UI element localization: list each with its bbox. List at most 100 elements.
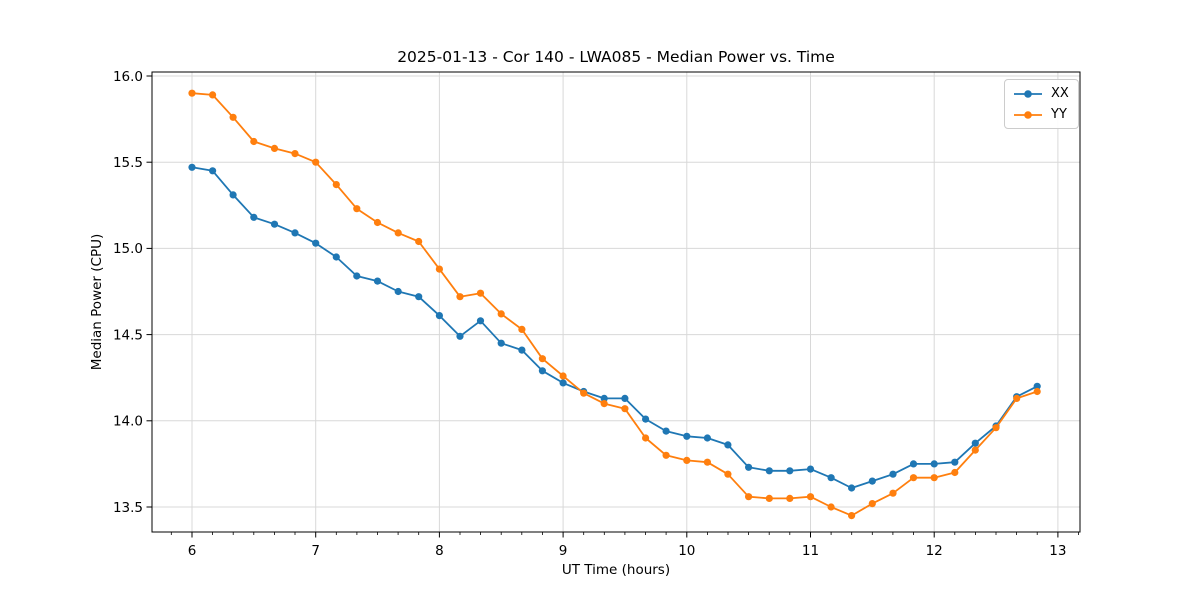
data-point-xx <box>518 346 526 354</box>
data-point-xx <box>745 463 753 471</box>
data-point-xx <box>435 312 443 320</box>
data-point-yy <box>1013 394 1021 402</box>
data-point-yy <box>559 372 567 380</box>
x-axis-label: UT Time (hours) <box>561 562 671 578</box>
data-point-xx <box>291 229 299 237</box>
legend-sample-xx <box>1014 89 1042 98</box>
data-point-yy <box>703 458 712 466</box>
data-point-xx <box>662 427 670 435</box>
data-point-xx <box>229 191 237 199</box>
data-point-xx <box>909 460 918 468</box>
y-tick-label-15.5: 15.5 <box>113 155 143 171</box>
y-axis-label: Median Power (CPU) <box>89 233 105 371</box>
data-point-yy <box>415 237 423 246</box>
data-point-yy <box>270 144 279 152</box>
data-point-xx <box>827 474 835 482</box>
series-line-yy <box>191 92 1038 517</box>
data-point-yy <box>806 493 815 501</box>
data-point-xx <box>332 253 340 261</box>
data-point-xx <box>373 277 382 285</box>
x-tick-label-8: 8 <box>435 543 444 559</box>
data-point-xx <box>703 434 712 442</box>
data-point-xx <box>765 467 773 475</box>
data-point-yy <box>642 434 650 442</box>
data-point-yy <box>930 474 938 482</box>
legend-label-yy: YY <box>1051 106 1067 122</box>
data-point-yy <box>209 91 217 99</box>
data-point-xx <box>312 239 320 247</box>
data-point-yy <box>497 310 505 318</box>
data-point-xx <box>600 394 608 402</box>
data-point-xx <box>538 367 547 375</box>
data-point-xx <box>476 317 485 325</box>
data-point-yy <box>827 503 835 511</box>
legend: XX YY <box>1004 79 1079 129</box>
data-point-yy <box>229 113 237 121</box>
data-point-yy <box>600 400 608 408</box>
data-point-xx <box>415 293 423 301</box>
y-tick-label-16.0: 16.0 <box>113 69 143 85</box>
data-point-yy <box>889 489 897 497</box>
data-point-yy <box>312 158 320 166</box>
data-point-yy <box>1033 387 1041 396</box>
data-point-yy <box>435 265 443 273</box>
data-point-yy <box>951 468 959 477</box>
data-point-yy <box>518 325 526 333</box>
plot-spines <box>151 71 1081 533</box>
data-point-xx <box>848 484 856 492</box>
data-point-yy <box>683 456 691 464</box>
legend-entry-xx: XX <box>1012 84 1069 103</box>
data-point-xx <box>209 167 217 175</box>
data-point-yy <box>745 493 753 501</box>
data-point-yy <box>621 405 629 413</box>
x-tick-label-9: 9 <box>559 543 568 559</box>
data-point-xx <box>250 213 258 221</box>
x-tick-label-6: 6 <box>188 543 197 559</box>
data-point-xx <box>951 458 959 466</box>
y-tick-label-15.0: 15.0 <box>113 241 143 257</box>
y-tick-label-14.5: 14.5 <box>113 327 143 343</box>
data-point-yy <box>580 389 588 397</box>
data-point-xx <box>456 332 464 340</box>
legend-sample-yy <box>1014 110 1042 119</box>
data-point-yy <box>909 474 918 482</box>
data-point-yy <box>250 137 258 146</box>
x-tick-label-13: 13 <box>1049 543 1066 559</box>
series-line-xx <box>191 166 1038 489</box>
data-point-xx <box>559 379 567 387</box>
data-point-yy <box>332 181 340 189</box>
data-point-yy <box>868 500 876 508</box>
data-point-yy <box>394 229 402 237</box>
data-point-yy <box>662 451 670 459</box>
data-point-xx <box>724 441 732 449</box>
data-point-yy <box>291 150 299 158</box>
data-point-xx <box>806 465 815 473</box>
data-point-xx <box>188 163 196 171</box>
legend-label-xx: XX <box>1051 85 1069 101</box>
data-point-yy <box>456 293 464 301</box>
data-point-xx <box>786 467 794 475</box>
data-point-yy <box>992 424 1000 432</box>
data-point-yy <box>786 494 794 502</box>
data-point-xx <box>1033 382 1041 390</box>
x-tick-label-11: 11 <box>802 543 819 559</box>
data-point-yy <box>848 511 856 520</box>
data-point-xx <box>497 339 505 347</box>
data-point-xx <box>889 470 897 478</box>
data-point-xx <box>353 272 361 280</box>
data-point-xx <box>971 439 979 447</box>
chart-title: 2025-01-13 - Cor 140 - LWA085 - Median P… <box>397 48 835 66</box>
data-point-xx <box>868 477 876 485</box>
data-point-xx <box>394 287 402 296</box>
data-point-yy <box>353 205 361 213</box>
legend-entry-yy: YY <box>1012 105 1069 124</box>
data-point-xx <box>642 415 650 423</box>
data-point-xx <box>270 220 279 228</box>
y-tick-label-14.0: 14.0 <box>113 414 143 430</box>
data-point-xx <box>683 432 691 440</box>
data-point-xx <box>930 460 938 468</box>
data-point-yy <box>971 446 979 454</box>
data-point-xx <box>621 394 629 402</box>
